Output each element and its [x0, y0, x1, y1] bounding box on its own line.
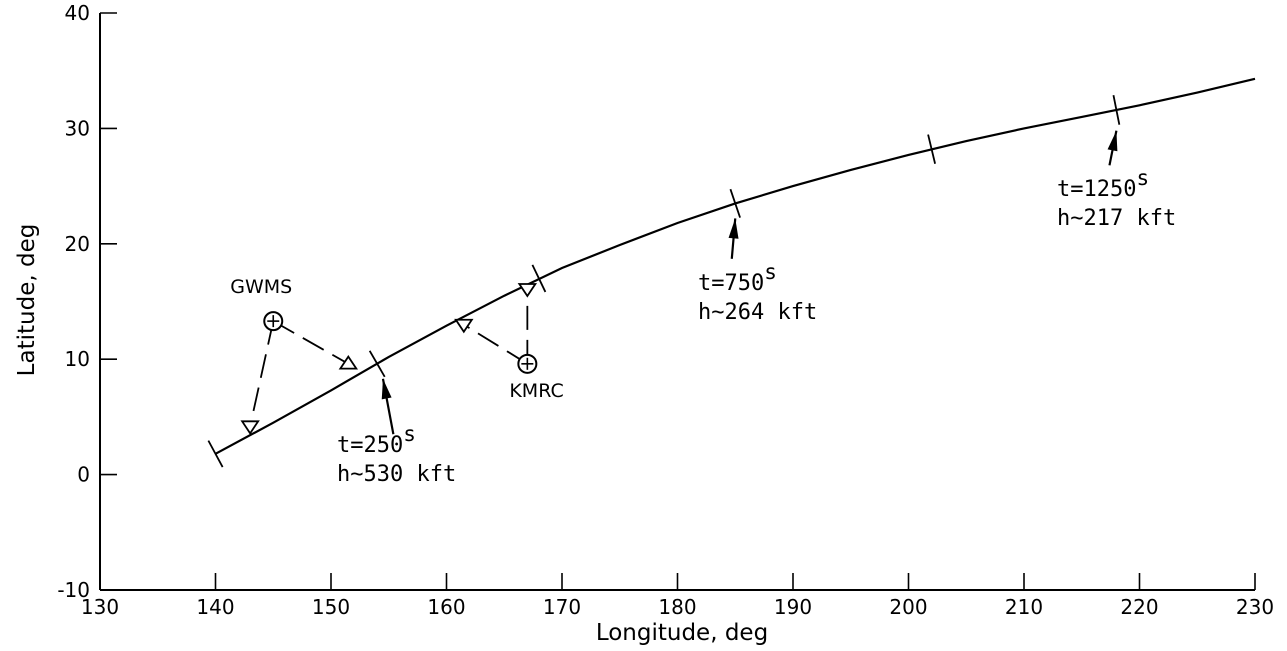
annotation-arrow-head — [728, 218, 739, 239]
x-tick-label: 140 — [196, 595, 234, 619]
track-tick-mark — [368, 350, 386, 378]
annotation-altitude: h~264 kft — [698, 300, 817, 325]
annotation-altitude: h~530 kft — [337, 462, 456, 487]
y-tick-label: 10 — [65, 347, 90, 371]
track-tick-mark — [729, 188, 741, 218]
y-tick-label: -10 — [57, 578, 90, 602]
x-tick-label: 210 — [1005, 595, 1043, 619]
station-range-line — [272, 320, 349, 365]
station-label-kmrc: KMRC — [509, 380, 563, 402]
x-tick-label: 190 — [774, 595, 812, 619]
y-tick-label: 40 — [65, 1, 90, 25]
y-axis-title: Latitude, deg — [14, 224, 40, 377]
ground-track — [207, 77, 1256, 468]
annotation-time: t=250s — [337, 422, 416, 458]
track-line — [214, 77, 1256, 455]
track-tick-mark — [531, 264, 547, 293]
annotation-altitude: h~217 kft — [1057, 206, 1176, 231]
x-tick-label: 160 — [427, 595, 465, 619]
annotation-arrow-head — [1107, 130, 1118, 152]
los-triangle — [517, 283, 538, 298]
station-range-line — [249, 320, 275, 427]
track-tick-mark — [927, 134, 936, 164]
x-axis-title: Longitude, deg — [596, 620, 768, 646]
x-tick-label: 170 — [543, 595, 581, 619]
station-label-gwms: GWMS — [230, 276, 292, 298]
stations: GWMS KMRC — [230, 276, 564, 435]
y-tick-label: 20 — [65, 232, 90, 256]
track-tick-mark — [207, 440, 224, 468]
axes — [99, 13, 1255, 591]
x-tick-label: 200 — [889, 595, 927, 619]
annotation-arrow-head — [381, 378, 392, 400]
annotations: t=250s h~530 kft t=750s h~264 kft t=1250s h~2… — [337, 130, 1176, 487]
aos-triangle — [240, 420, 260, 435]
x-tick-label: 230 — [1236, 595, 1274, 619]
los-triangle — [338, 354, 359, 370]
annotation-time: t=1250s — [1057, 166, 1149, 202]
x-tick-label: 220 — [1120, 595, 1158, 619]
aos-triangle — [454, 318, 474, 334]
x-tick-label: 130 — [81, 595, 119, 619]
ticks: 130 140 150 160 170 180 190 200 210 220 230 -10 0 10 2… — [57, 1, 1274, 619]
annotation-time: t=750s — [698, 260, 777, 296]
y-tick-label: 30 — [65, 116, 90, 140]
x-tick-label: 180 — [658, 595, 696, 619]
station-range-line — [463, 323, 528, 365]
y-tick-label: 0 — [77, 463, 90, 487]
track-tick-mark — [1112, 95, 1121, 125]
x-tick-label: 150 — [312, 595, 350, 619]
